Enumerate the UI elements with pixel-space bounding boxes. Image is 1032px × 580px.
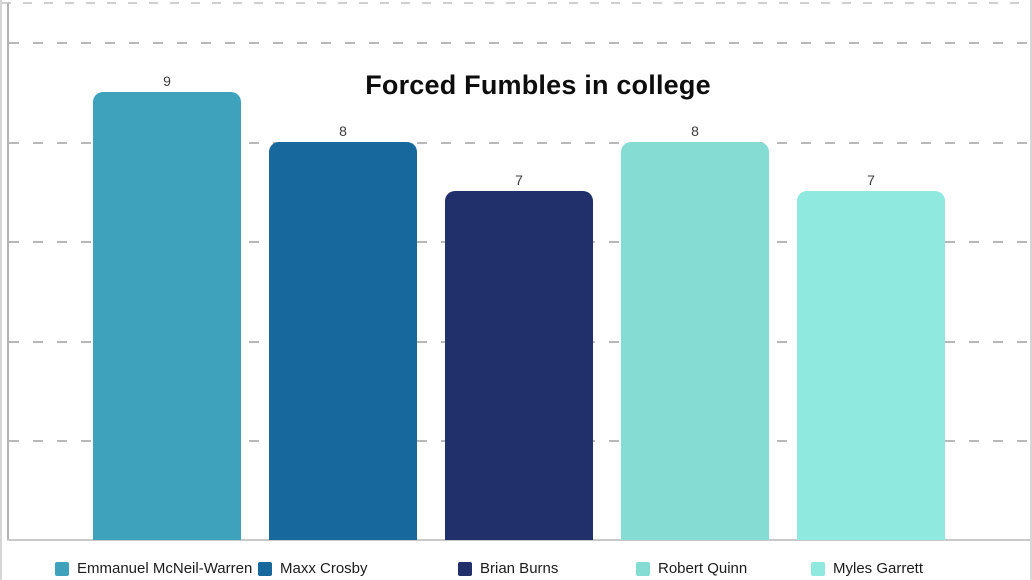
bar-value-brian-burns: 7 [515, 172, 523, 189]
gridline-8 [9, 141, 1030, 144]
y-axis-line [7, 3, 9, 541]
legend-label-myles-garrett: Myles Garrett [833, 560, 924, 577]
legend-item-brian-burns: Brian Burns [458, 560, 558, 577]
legend-label-brian-burns: Brian Burns [480, 560, 559, 577]
legend-item-maxx-crosby: Maxx Crosby [258, 560, 368, 577]
legend-item-emmanuel-mcneil-warren: Emmanuel McNeil-Warren [55, 560, 252, 577]
chart-title: Forced Fumbles in college [365, 70, 711, 100]
bar-maxx-crosby [269, 141, 417, 540]
bar-emmanuel-mcneil-warren [93, 91, 241, 540]
legend-item-robert-quinn: Robert Quinn [636, 560, 747, 577]
legend-label-emmanuel-mcneil-warren: Emmanuel McNeil-Warren [77, 560, 253, 577]
gridline-10 [9, 42, 1030, 44]
bar-brian-burns [445, 191, 593, 540]
bar-value-maxx-crosby: 8 [339, 122, 347, 139]
legend-swatch-robert-quinn [636, 561, 650, 576]
bar-robert-quinn [621, 141, 769, 540]
bar-value-myles-garrett: 7 [867, 172, 875, 189]
legend-label-robert-quinn: Robert Quinn [658, 560, 748, 577]
legend-swatch-myles-garrett [811, 561, 825, 576]
bar-value-emmanuel-mcneil-warren: 9 [163, 72, 171, 89]
x-axis-line [7, 539, 1030, 541]
frame-top-border [2, 2, 1030, 4]
legend-swatch-maxx-crosby [258, 561, 272, 576]
frame-right-border [1030, 0, 1032, 580]
legend-item-myles-garrett: Myles Garrett [811, 560, 923, 577]
legend-swatch-brian-burns [458, 561, 472, 576]
bar-myles-garrett [797, 191, 945, 540]
frame-left-border [0, 0, 2, 580]
legend-swatch-emmanuel-mcneil-warren [55, 561, 69, 576]
legend: Emmanuel McNeil-Warren Maxx Crosby Brian B… [0, 557, 1032, 580]
bar-value-robert-quinn: 8 [691, 122, 699, 139]
legend-label-maxx-crosby: Maxx Crosby [280, 560, 368, 577]
